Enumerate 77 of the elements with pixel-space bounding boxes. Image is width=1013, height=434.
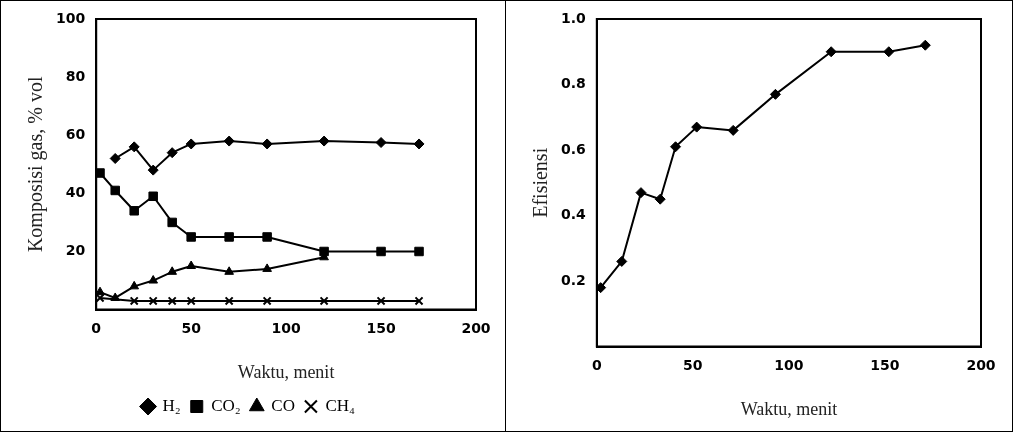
point: [109, 152, 121, 164]
point: [224, 266, 234, 275]
x-tick-label: 150: [366, 319, 396, 336]
y-tick-label: 0.6: [560, 140, 586, 157]
x-tick-label: 100: [271, 319, 301, 336]
y-tick-label: 100: [55, 9, 86, 26]
x-tick-label: 200: [461, 319, 491, 336]
point: [670, 141, 682, 153]
y-tick-label: 0.4: [560, 206, 587, 223]
point: [166, 147, 178, 159]
point: [148, 275, 159, 284]
y-tick-label: 1.0: [560, 9, 587, 26]
point: [413, 138, 425, 150]
point: [110, 292, 121, 301]
point: [186, 260, 196, 270]
point: [376, 246, 386, 257]
legend-label: H₂: [162, 395, 181, 415]
point: [129, 206, 139, 216]
point: [414, 246, 424, 257]
point: [96, 293, 105, 303]
x-axis-title: Waktu, menit: [237, 361, 335, 382]
y-tick-label: 80: [65, 67, 86, 84]
point: [919, 39, 931, 51]
point: [167, 266, 178, 275]
point: [414, 296, 424, 306]
x-tick-label: 50: [181, 319, 202, 336]
x-tick-label: 100: [774, 356, 804, 373]
point: [110, 185, 120, 196]
legend-label: CO₂: [211, 395, 241, 415]
point: [262, 263, 272, 272]
point: [167, 296, 177, 306]
x-tick-label: 150: [870, 356, 900, 373]
x-tick-label: 200: [966, 356, 996, 373]
point: [318, 135, 330, 147]
point: [769, 88, 781, 100]
point: [185, 138, 197, 150]
point: [148, 191, 158, 202]
x-axis-title: Waktu, menit: [740, 398, 838, 419]
point: [616, 255, 628, 267]
y-tick-label: 20: [65, 242, 86, 259]
point: [654, 193, 666, 205]
point: [262, 232, 272, 242]
point: [376, 296, 386, 306]
point: [224, 296, 234, 306]
point: [825, 46, 837, 58]
x-tick-label: 0: [91, 319, 102, 336]
point: [147, 164, 159, 176]
point: [129, 280, 140, 290]
point: [96, 168, 105, 178]
x-tick-label: 0: [591, 356, 602, 373]
point: [128, 141, 140, 153]
y-tick-label: 60: [65, 125, 86, 142]
point: [319, 246, 329, 257]
point: [224, 232, 234, 242]
point: [691, 121, 703, 133]
point: [129, 296, 139, 306]
legend-label: CH₄: [325, 395, 356, 415]
point: [727, 124, 739, 136]
y-tick-label: 0.2: [560, 271, 586, 288]
y-tick-label: 0.8: [560, 75, 586, 92]
point: [635, 187, 647, 199]
point: [262, 296, 272, 306]
legend-label: CO: [271, 395, 295, 415]
point: [319, 296, 329, 306]
y-tick-label: 40: [65, 184, 86, 200]
point: [883, 46, 895, 58]
y-axis-title: Efisiensi: [529, 147, 552, 218]
point: [261, 138, 273, 150]
point: [96, 286, 105, 296]
point: [167, 217, 177, 228]
point: [148, 296, 158, 306]
x-tick-label: 50: [683, 356, 703, 373]
point: [186, 296, 196, 306]
point: [223, 135, 235, 147]
y-axis-title: Komposisi gas, % vol: [24, 76, 48, 253]
point: [375, 137, 387, 149]
point: [186, 232, 196, 242]
